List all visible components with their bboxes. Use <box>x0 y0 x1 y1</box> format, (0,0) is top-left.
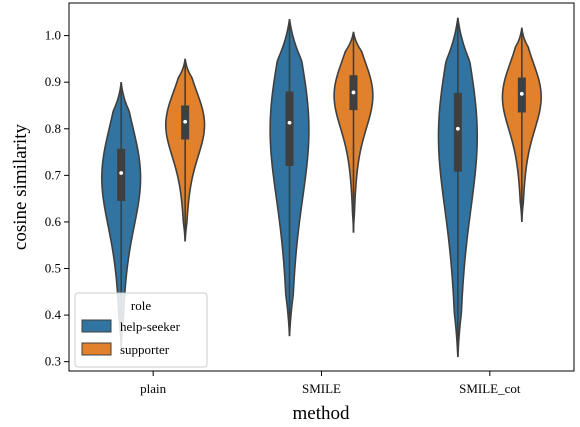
y-tick-label: 0.5 <box>45 261 61 276</box>
median-dot-supporter-SMILE <box>351 90 356 95</box>
y-tick-label: 0.7 <box>45 167 62 182</box>
y-tick-label: 0.4 <box>45 307 62 322</box>
median-dot-help-seeker-plain <box>119 171 124 175</box>
y-axis-ticks: 0.3 0.4 0.5 0.6 0.7 0.8 0.9 1.0 <box>45 28 69 369</box>
median-dot-help-seeker-SMILE_cot <box>455 126 460 131</box>
median-dot-supporter-plain <box>183 119 188 124</box>
legend-swatch-supporter <box>81 342 112 356</box>
y-tick-label: 1.0 <box>45 28 61 43</box>
legend: role help-seeker supporter <box>74 292 208 368</box>
x-axis-ticks: plain SMILE SMILE_cot <box>140 371 521 396</box>
violins <box>101 17 542 358</box>
iqr-box-help-seeker-SMILE <box>285 91 294 167</box>
x-tick-label-plain: plain <box>140 381 166 396</box>
iqr-box-help-seeker-SMILE_cot <box>453 92 462 172</box>
x-axis-title: method <box>293 403 350 424</box>
median-dot-supporter-SMILE_cot <box>519 91 524 96</box>
y-axis-title: cosine similarity <box>10 123 31 250</box>
x-tick-label-SMILE_cot: SMILE_cot <box>459 381 521 396</box>
y-tick-label: 0.6 <box>45 214 62 229</box>
median-dot-help-seeker-SMILE <box>287 120 292 125</box>
legend-label-supporter: supporter <box>120 342 170 357</box>
y-tick-label: 0.3 <box>45 354 61 369</box>
legend-title: role <box>131 298 151 313</box>
legend-swatch-help-seeker <box>81 319 112 333</box>
y-tick-label: 0.9 <box>45 74 61 89</box>
x-tick-label-SMILE: SMILE <box>302 381 341 396</box>
legend-label-help-seeker: help-seeker <box>120 319 181 334</box>
y-tick-label: 0.8 <box>45 121 61 136</box>
